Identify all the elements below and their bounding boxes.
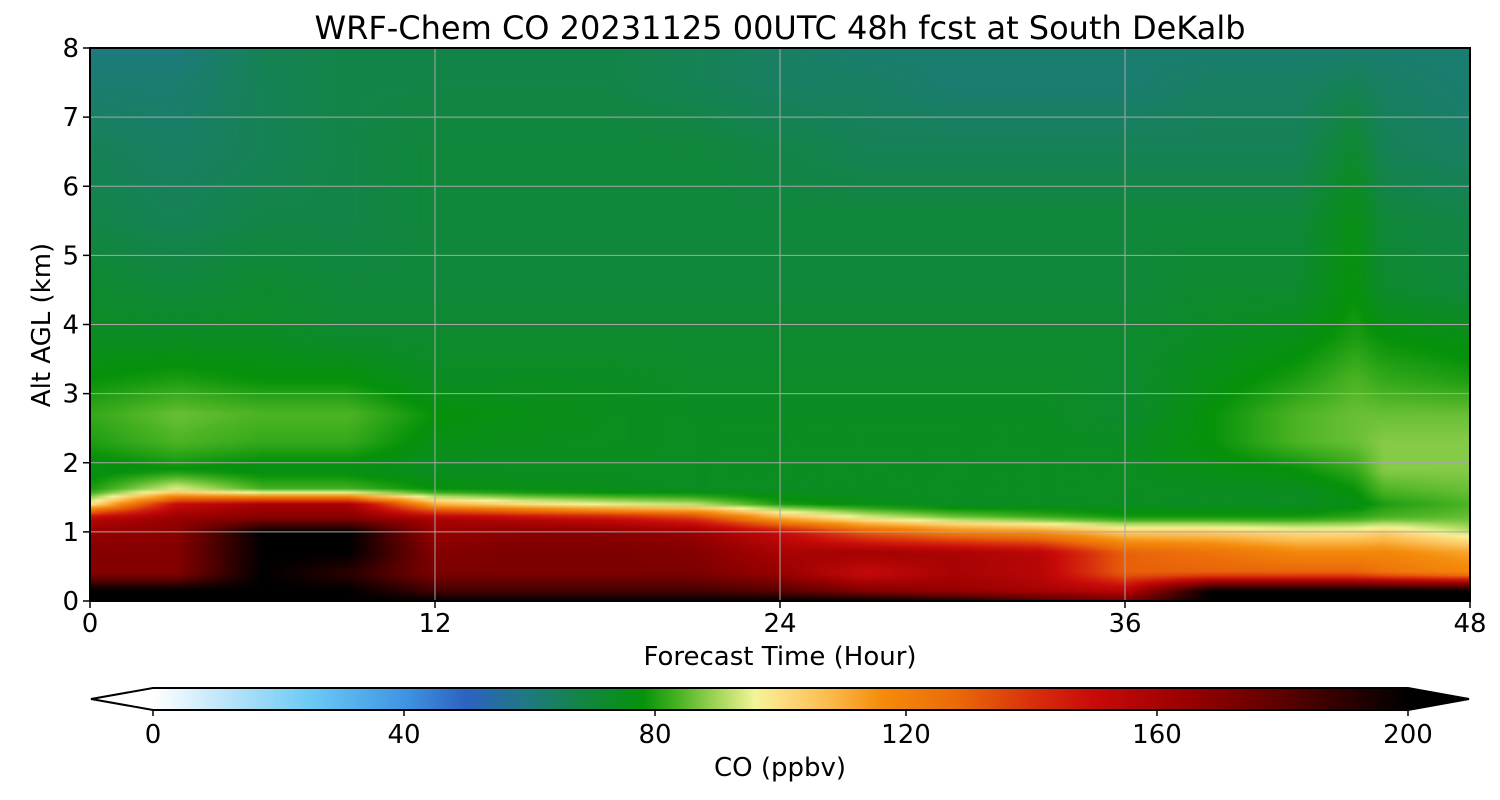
colorbar-min-extension [91,688,153,710]
x-tick-label: 24 [763,609,796,639]
y-axis: 0 1 2 3 4 5 6 7 8 [62,34,90,617]
y-tick-label: 0 [62,587,79,617]
y-tick-label: 4 [62,311,79,341]
chart-title: WRF-Chem CO 20231125 00UTC 48h fcst at S… [314,9,1245,47]
colorbar-tick-label: 120 [881,720,931,750]
y-axis-label: Alt AGL (km) [27,243,57,407]
colorbar [90,687,1470,711]
grid-lines [90,48,1470,601]
colorbar-tick-label: 40 [387,720,420,750]
colorbar-gradient [153,688,1408,710]
x-tick-label: 12 [418,609,451,639]
colorbar-tick-label: 200 [1383,720,1433,750]
y-tick-label: 7 [62,103,79,133]
x-axis: 0 12 24 36 48 [82,601,1487,639]
colorbar-label: CO (ppbv) [714,753,846,783]
colorbar-tick-label: 160 [1132,720,1182,750]
x-tick-label: 48 [1453,609,1486,639]
colorbar-tick-label: 80 [638,720,671,750]
colorbar-ticks: 0 40 80 120 160 200 [145,710,1433,750]
y-tick-label: 3 [62,380,79,410]
x-axis-label: Forecast Time (Hour) [643,642,916,672]
y-tick-label: 8 [62,34,79,64]
y-tick-label: 5 [62,241,79,271]
colorbar-tick-label: 0 [145,720,162,750]
x-tick-label: 36 [1108,609,1141,639]
colorbar-max-extension [1408,688,1469,710]
x-tick-label: 0 [82,609,99,639]
y-tick-label: 1 [62,518,79,548]
y-tick-label: 6 [62,172,79,202]
y-tick-label: 2 [62,449,79,479]
